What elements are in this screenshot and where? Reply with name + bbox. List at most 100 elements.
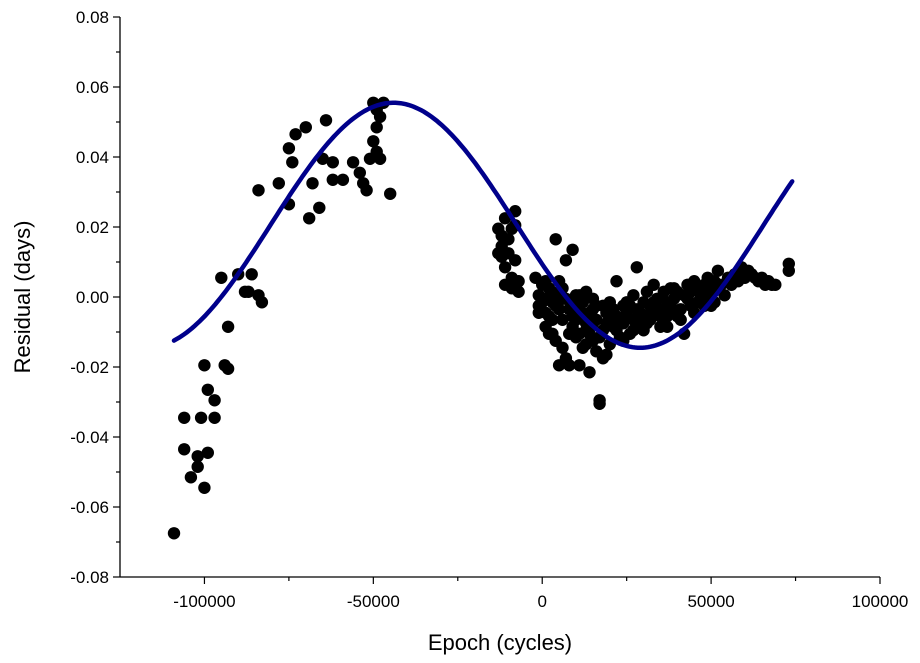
y-axis-tick-labels: -0.08 -0.06 -0.04 -0.02 0.00 0.02 0.04 0.06 0.08 — [70, 8, 109, 587]
data-point — [360, 184, 372, 196]
data-point — [327, 156, 339, 168]
data-point — [624, 300, 636, 312]
data-point — [256, 296, 268, 308]
x-tick-label: 50000 — [687, 592, 734, 611]
data-point — [573, 289, 585, 301]
x-axis-ticks — [204, 577, 880, 584]
data-point — [185, 471, 197, 483]
data-point — [509, 254, 521, 266]
data-point — [668, 282, 680, 294]
data-point — [637, 324, 649, 336]
data-point — [607, 303, 619, 315]
data-point — [604, 314, 616, 326]
data-point — [252, 184, 264, 196]
data-point — [202, 384, 214, 396]
data-point — [289, 128, 301, 140]
data-point — [303, 212, 315, 224]
data-point — [533, 307, 545, 319]
data-point — [300, 121, 312, 133]
data-point — [168, 527, 180, 539]
y-axis-title: Residual (days) — [10, 221, 35, 374]
x-axis-title: Epoch (cycles) — [428, 630, 572, 655]
data-point — [664, 300, 676, 312]
data-point — [202, 447, 214, 459]
y-tick-label: -0.02 — [70, 358, 109, 377]
data-point — [648, 279, 660, 291]
data-point — [198, 359, 210, 371]
data-point — [512, 275, 524, 287]
data-point — [539, 293, 551, 305]
data-point — [499, 261, 511, 273]
y-tick-label: -0.06 — [70, 498, 109, 517]
y-tick-label: 0.00 — [76, 288, 109, 307]
x-tick-label: -50000 — [347, 592, 400, 611]
y-tick-label: -0.08 — [70, 568, 109, 587]
data-point — [499, 279, 511, 291]
y-tick-label: 0.08 — [76, 8, 109, 27]
data-point — [371, 121, 383, 133]
data-point — [374, 153, 386, 165]
data-point — [195, 412, 207, 424]
data-point — [215, 272, 227, 284]
data-point — [222, 321, 234, 333]
x-axis-tick-labels: -100000 -50000 0 50000 100000 — [173, 592, 908, 611]
y-tick-label: 0.02 — [76, 218, 109, 237]
x-tick-label: -100000 — [173, 592, 235, 611]
data-point — [671, 310, 683, 322]
data-point — [337, 174, 349, 186]
data-point — [583, 366, 595, 378]
data-point — [590, 300, 602, 312]
data-point — [563, 328, 575, 340]
data-point — [566, 244, 578, 256]
data-point — [208, 412, 220, 424]
x-tick-label: 100000 — [852, 592, 909, 611]
data-point — [651, 303, 663, 315]
data-point — [246, 268, 258, 280]
data-point — [695, 282, 707, 294]
data-point — [306, 177, 318, 189]
data-point — [313, 202, 325, 214]
data-point — [546, 328, 558, 340]
data-point — [573, 359, 585, 371]
data-point — [550, 233, 562, 245]
data-point — [374, 111, 386, 123]
data-point — [610, 275, 622, 287]
data-point — [681, 293, 693, 305]
data-point — [208, 394, 220, 406]
data-point — [631, 261, 643, 273]
data-point — [286, 156, 298, 168]
data-point — [178, 443, 190, 455]
data-point — [222, 363, 234, 375]
data-point — [712, 265, 724, 277]
data-point — [384, 188, 396, 200]
data-point — [631, 314, 643, 326]
data-point — [783, 265, 795, 277]
data-point — [492, 247, 504, 259]
data-point — [512, 286, 524, 298]
x-tick-label: 0 — [537, 592, 546, 611]
data-point — [367, 135, 379, 147]
data-point — [769, 279, 781, 291]
data-point — [560, 254, 572, 266]
y-axis-ticks — [113, 17, 120, 577]
data-point — [320, 114, 332, 126]
y-tick-label: 0.04 — [76, 148, 109, 167]
data-point — [347, 156, 359, 168]
data-point — [178, 412, 190, 424]
data-point — [283, 142, 295, 154]
data-point — [593, 398, 605, 410]
data-point — [502, 233, 514, 245]
data-point — [273, 177, 285, 189]
data-point — [354, 167, 366, 179]
y-tick-label: -0.04 — [70, 428, 109, 447]
data-point — [597, 352, 609, 364]
data-point — [580, 338, 592, 350]
data-point — [198, 482, 210, 494]
y-tick-label: 0.06 — [76, 78, 109, 97]
data-point — [610, 324, 622, 336]
plot-frame — [120, 17, 880, 577]
scatter-points — [168, 97, 795, 540]
data-point — [658, 314, 670, 326]
data-point — [556, 342, 568, 354]
